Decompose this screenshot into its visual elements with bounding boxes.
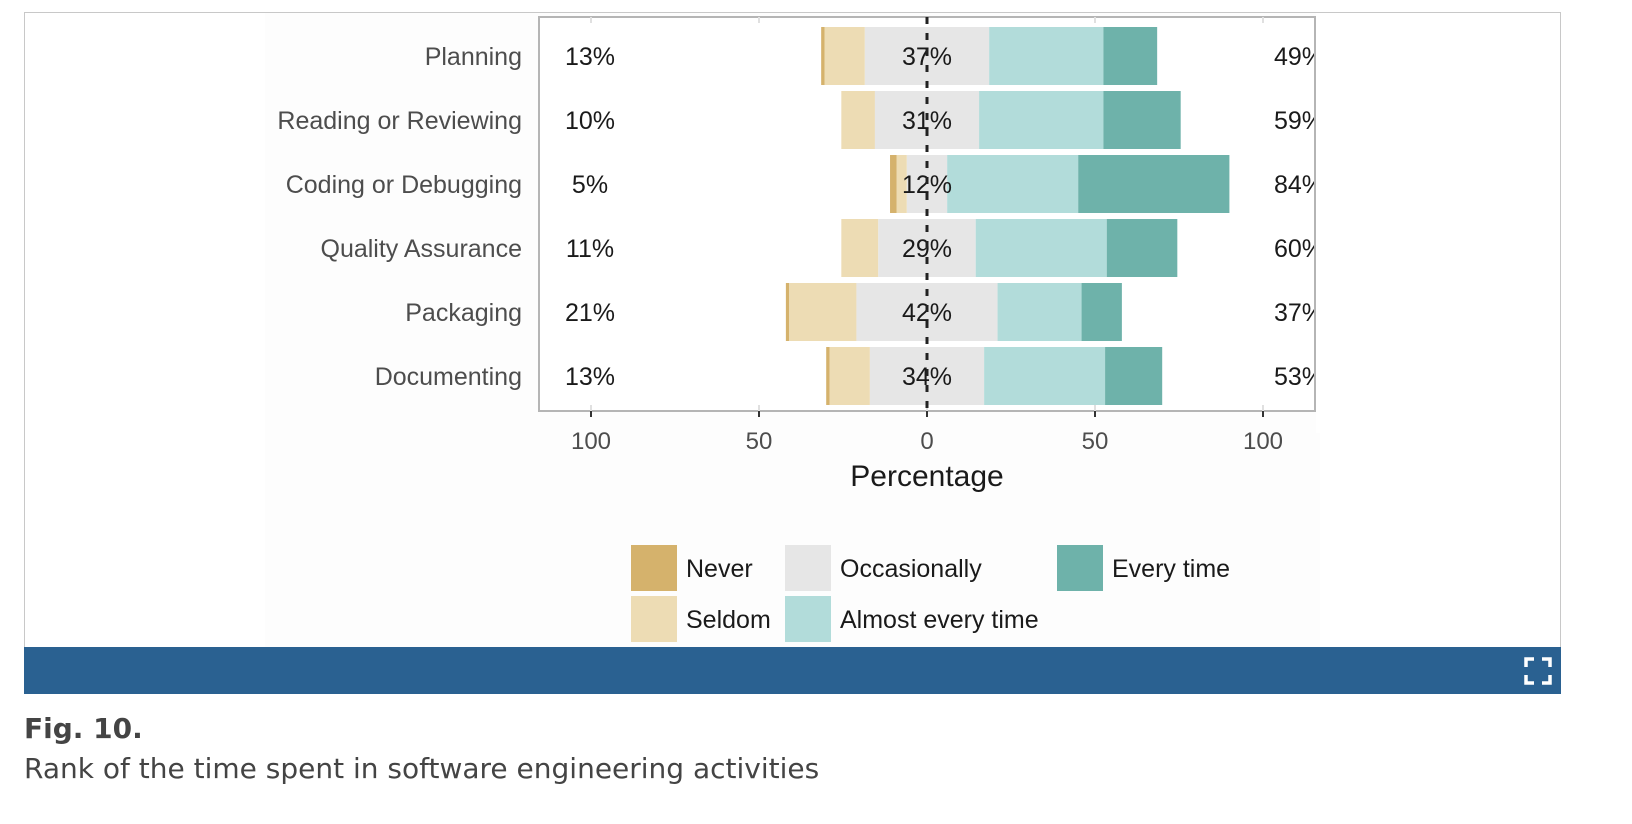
left-percent-label: 13% xyxy=(565,363,615,391)
bar-seldom xyxy=(841,91,875,149)
x-axis-title: Percentage xyxy=(850,460,1003,493)
bar-almost-every-time xyxy=(975,219,1107,277)
figure-frame: Planning 13% 37% 49% Reading or Reviewing 10%… xyxy=(24,12,1561,694)
bar-seldom xyxy=(896,155,907,213)
x-tick-label: 0 xyxy=(920,428,933,455)
bar-almost-every-time xyxy=(989,27,1104,85)
category-label: Planning xyxy=(425,43,522,71)
bar-seldom xyxy=(824,27,865,85)
left-percent-label: 13% xyxy=(565,43,615,71)
bar-every-time xyxy=(1078,155,1230,213)
bar-never xyxy=(785,283,790,341)
bar-almost-every-time xyxy=(979,91,1104,149)
figure-caption: Rank of the time spent in software engin… xyxy=(24,752,820,785)
legend-swatch xyxy=(785,545,831,591)
left-percent-label: 10% xyxy=(565,107,615,135)
figure-toolbar xyxy=(24,647,1561,694)
category-label: Coding or Debugging xyxy=(286,171,522,199)
legend-swatch xyxy=(785,596,831,642)
bar-seldom xyxy=(789,283,857,341)
bar-almost-every-time xyxy=(984,347,1106,405)
bar-never xyxy=(821,27,825,85)
bar-every-time xyxy=(1103,91,1181,149)
bar-every-time xyxy=(1081,283,1122,341)
panel-right-mask xyxy=(1316,13,1324,433)
x-tick-label: 100 xyxy=(571,428,611,455)
legend-label: Almost every time xyxy=(840,606,1039,634)
bar-every-time xyxy=(1106,219,1178,277)
legend-swatch xyxy=(631,596,677,642)
left-percent-label: 11% xyxy=(566,235,614,263)
category-label: Documenting xyxy=(375,363,522,391)
category-label: Reading or Reviewing xyxy=(277,107,522,135)
legend-swatch xyxy=(1057,545,1103,591)
likert-chart: Planning 13% 37% 49%Reading or Reviewing 10%… xyxy=(265,13,1324,653)
bar-seldom xyxy=(829,347,870,405)
bar-seldom xyxy=(841,219,879,277)
expand-button[interactable] xyxy=(1523,656,1553,686)
x-tick-label: 100 xyxy=(1243,428,1283,455)
legend-label: Never xyxy=(686,555,753,583)
left-percent-label: 5% xyxy=(572,171,608,199)
left-percent-label: 21% xyxy=(565,299,615,327)
bar-every-time xyxy=(1105,347,1163,405)
figure-label: Fig. 10. xyxy=(24,712,143,745)
category-label: Quality Assurance xyxy=(321,235,523,263)
legend-label: Every time xyxy=(1112,555,1230,583)
bar-never xyxy=(890,155,897,213)
x-tick-label: 50 xyxy=(746,428,773,455)
category-label: Packaging xyxy=(405,299,522,327)
bar-never xyxy=(826,347,830,405)
legend-label: Occasionally xyxy=(840,555,982,583)
x-tick-label: 50 xyxy=(1082,428,1109,455)
bar-almost-every-time xyxy=(947,155,1079,213)
expand-icon xyxy=(1524,657,1552,685)
bar-every-time xyxy=(1103,27,1158,85)
legend-label: Seldom xyxy=(686,606,771,634)
legend-swatch xyxy=(631,545,677,591)
bar-almost-every-time xyxy=(997,283,1082,341)
